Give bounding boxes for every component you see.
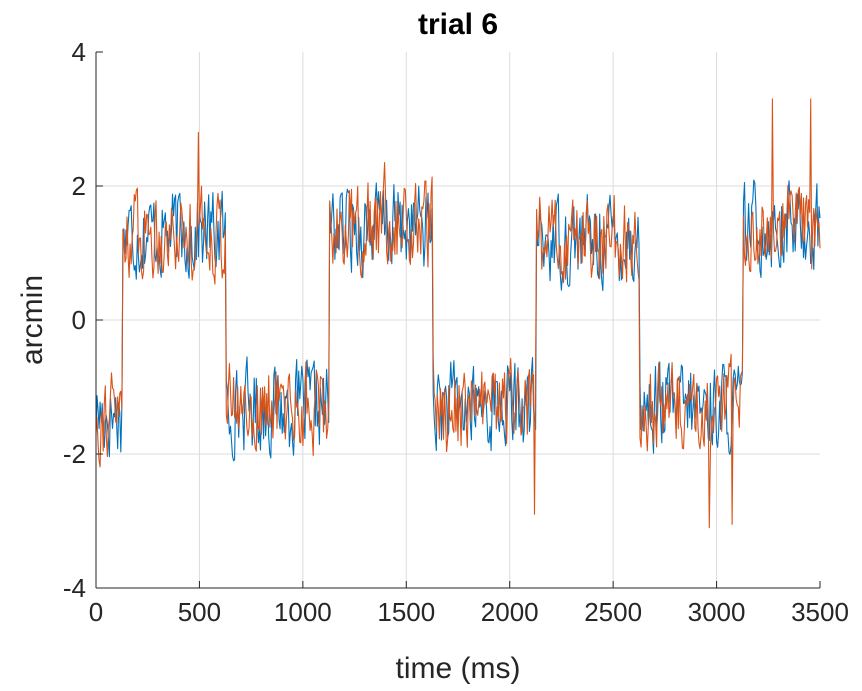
- y-axis-label: arcmin: [16, 275, 49, 365]
- x-tick-label: 0: [89, 597, 103, 627]
- y-tick-label: 0: [72, 305, 86, 335]
- grid: [96, 52, 820, 588]
- x-tick-labels: 0 500 1000 1500 2000 2500 3000 3500: [89, 597, 849, 627]
- y-tick-label: 2: [72, 171, 86, 201]
- x-tick-label: 1000: [274, 597, 332, 627]
- y-tick-labels: -4 -2 0 2 4: [63, 37, 86, 603]
- x-tick-label: 3500: [791, 597, 849, 627]
- y-tick-label: 4: [72, 37, 86, 67]
- y-tick-label: -4: [63, 573, 86, 603]
- x-tick-label: 2000: [481, 597, 539, 627]
- x-tick-label: 3000: [688, 597, 746, 627]
- chart-title: trial 6: [418, 8, 498, 41]
- series-layer: [95, 98, 821, 529]
- series-line-2: [95, 98, 821, 529]
- x-tick-label: 500: [178, 597, 221, 627]
- x-tick-label: 1500: [377, 597, 435, 627]
- y-tick-label: -2: [63, 439, 86, 469]
- x-tick-label: 2500: [584, 597, 642, 627]
- axes: [95, 51, 821, 589]
- x-axis-label: time (ms): [396, 652, 521, 685]
